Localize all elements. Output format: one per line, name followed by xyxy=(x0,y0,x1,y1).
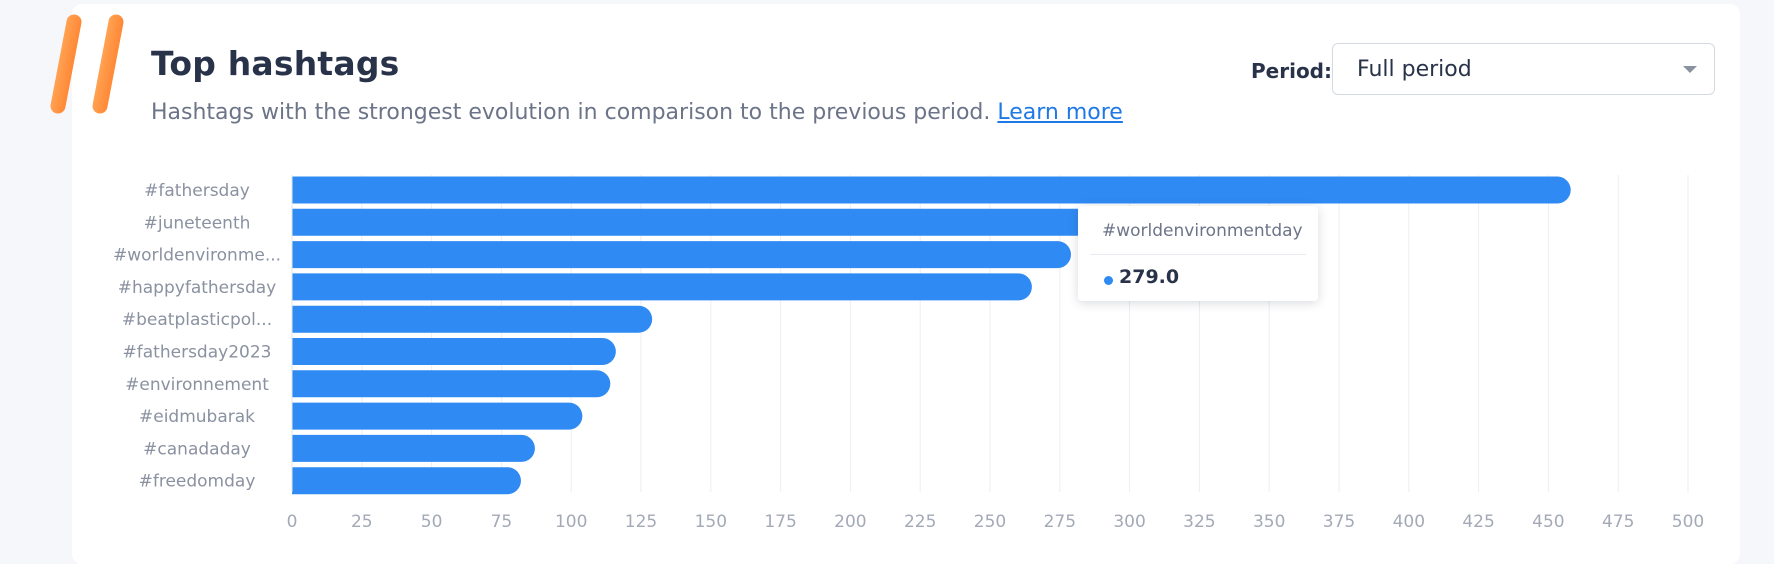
x-tick-label: 500 xyxy=(1672,512,1704,532)
category-label: #fathersday2023 xyxy=(123,343,272,363)
bar xyxy=(292,434,535,462)
bar xyxy=(292,467,521,495)
x-tick-label: 50 xyxy=(421,512,443,532)
x-tick-label: 100 xyxy=(555,512,587,532)
tooltip-value: 279.0 xyxy=(1119,266,1180,288)
x-tick-label: 0 xyxy=(287,512,298,532)
bar xyxy=(291,370,611,398)
x-tick-label: 200 xyxy=(834,512,866,532)
x-tick-label: 375 xyxy=(1323,512,1355,532)
x-tick-label: 175 xyxy=(764,512,796,532)
x-tick-label: 350 xyxy=(1253,512,1285,532)
period-dropdown[interactable]: Full period xyxy=(1332,43,1715,95)
x-tick-label: 250 xyxy=(974,512,1006,532)
tooltip-hashtag: #worldenvironmentday xyxy=(1102,221,1303,241)
bar xyxy=(291,305,653,333)
x-tick-label: 400 xyxy=(1393,512,1425,532)
hashtag-icon xyxy=(30,14,132,114)
category-label: #eidmubarak xyxy=(139,407,255,427)
category-label: #fathersday xyxy=(144,181,250,201)
x-tick-label: 325 xyxy=(1183,512,1215,532)
category-label: #beatplasticpol... xyxy=(122,310,272,330)
x-tick-label: 25 xyxy=(351,512,373,532)
x-tick-label: 225 xyxy=(904,512,936,532)
tooltip-series-dot xyxy=(1104,276,1113,285)
x-tick-label: 300 xyxy=(1113,512,1145,532)
chevron-down-icon xyxy=(1683,66,1697,73)
period-selected-value: Full period xyxy=(1357,57,1472,82)
bar xyxy=(292,176,1571,204)
page-title: Top hashtags xyxy=(151,44,400,83)
tooltip-divider xyxy=(1090,254,1306,255)
x-tick-label: 75 xyxy=(491,512,513,532)
period-label: Period: xyxy=(1251,59,1332,83)
bar xyxy=(292,402,583,430)
x-tick-label: 475 xyxy=(1602,512,1634,532)
x-tick-label: 125 xyxy=(625,512,657,532)
bar xyxy=(291,208,1102,236)
category-label: #freedomday xyxy=(139,472,256,492)
bar xyxy=(292,241,1071,269)
category-label: #happyfathersday xyxy=(118,278,277,298)
bar xyxy=(292,273,1032,301)
hashtag-bar-chart: 0 25 50 75 100 125 150 175 200 225 250 275 300 325 350… xyxy=(113,175,1704,532)
category-label: #juneteenth xyxy=(144,213,251,233)
subtitle-text: Hashtags with the strongest evolution in… xyxy=(151,100,991,125)
x-tick-label: 425 xyxy=(1462,512,1494,532)
x-tick-label: 275 xyxy=(1044,512,1076,532)
x-tick-label: 450 xyxy=(1532,512,1564,532)
chart-tooltip: #worldenvironmentday 279.0 xyxy=(1078,206,1318,301)
bar xyxy=(292,338,616,365)
x-tick-label: 150 xyxy=(695,512,727,532)
subtitle: Hashtags with the strongest evolution in… xyxy=(151,100,1123,125)
learn-more-link[interactable]: Learn more xyxy=(997,100,1123,125)
category-label: #canadaday xyxy=(143,439,251,459)
category-label: #environnement xyxy=(125,375,269,395)
category-label: #worldenvironme... xyxy=(113,246,281,266)
